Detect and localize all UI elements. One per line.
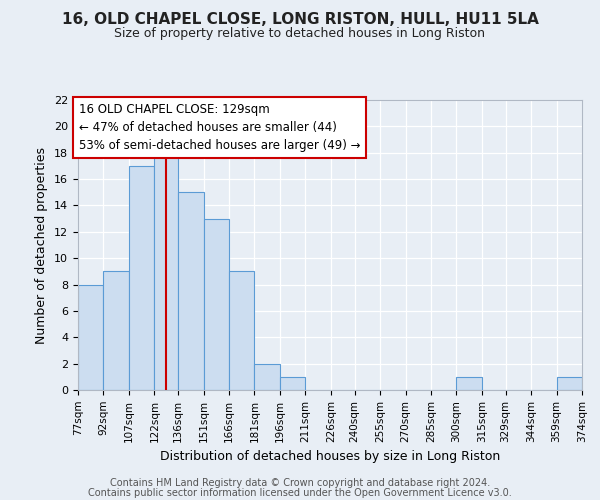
Bar (229, 272, 254, 390)
Bar (154, 152, 178, 390)
Bar (78, 284, 103, 390)
Bar (254, 364, 280, 390)
Bar (203, 218, 229, 390)
Text: 16, OLD CHAPEL CLOSE, LONG RISTON, HULL, HU11 5LA: 16, OLD CHAPEL CLOSE, LONG RISTON, HULL,… (62, 12, 538, 28)
Bar (457, 377, 482, 390)
Text: Contains HM Land Registry data © Crown copyright and database right 2024.: Contains HM Land Registry data © Crown c… (110, 478, 490, 488)
Bar (103, 272, 129, 390)
Bar (178, 192, 203, 390)
Text: Size of property relative to detached houses in Long Riston: Size of property relative to detached ho… (115, 28, 485, 40)
Bar (557, 377, 582, 390)
Text: 16 OLD CHAPEL CLOSE: 129sqm
← 47% of detached houses are smaller (44)
53% of sem: 16 OLD CHAPEL CLOSE: 129sqm ← 47% of det… (79, 102, 361, 152)
Text: Contains public sector information licensed under the Open Government Licence v3: Contains public sector information licen… (88, 488, 512, 498)
Y-axis label: Number of detached properties: Number of detached properties (35, 146, 49, 344)
Bar (129, 166, 154, 390)
Bar (280, 377, 305, 390)
X-axis label: Distribution of detached houses by size in Long Riston: Distribution of detached houses by size … (160, 450, 500, 463)
